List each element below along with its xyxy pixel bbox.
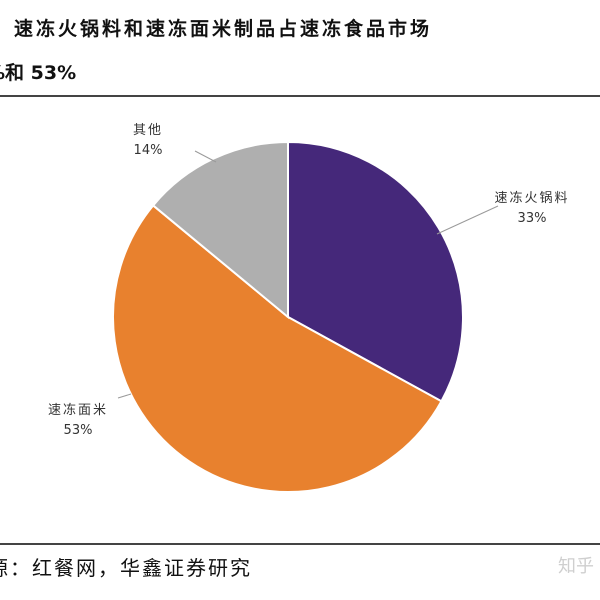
source-note: 源：红餐网，华鑫证券研究 [0,556,252,580]
slice-other-percent: 14% [134,143,163,158]
slice-hotpot-ingredients-leader-line [436,205,499,235]
watermark: 知乎 [558,556,594,577]
slice-noodle-rice-percent: 53% [64,423,93,438]
slice-hotpot-ingredients [287,140,464,403]
top-rule [0,95,600,97]
pie-chart: 速冻火锅料 33% 速冻面米 53% 其他 14% [48,123,569,493]
bottom-rule [0,543,600,545]
slice-noodle-rice-leader-line [117,393,132,399]
slice-other [151,140,289,320]
slice-other-leader-line [194,150,217,163]
chart-title-line-1: 速冻火锅料和速冻面米制品占速冻食品市场 [14,18,433,40]
slice-hotpot-ingredients-percent: 33% [518,211,547,226]
slice-hotpot-ingredients-label: 速冻火锅料 [494,190,569,206]
chart-title-line-2: %和 53% [0,62,77,84]
slice-noodle-rice [112,204,443,493]
slice-noodle-rice-label: 速冻面米 [48,402,108,418]
slice-other-label: 其他 [133,123,163,138]
